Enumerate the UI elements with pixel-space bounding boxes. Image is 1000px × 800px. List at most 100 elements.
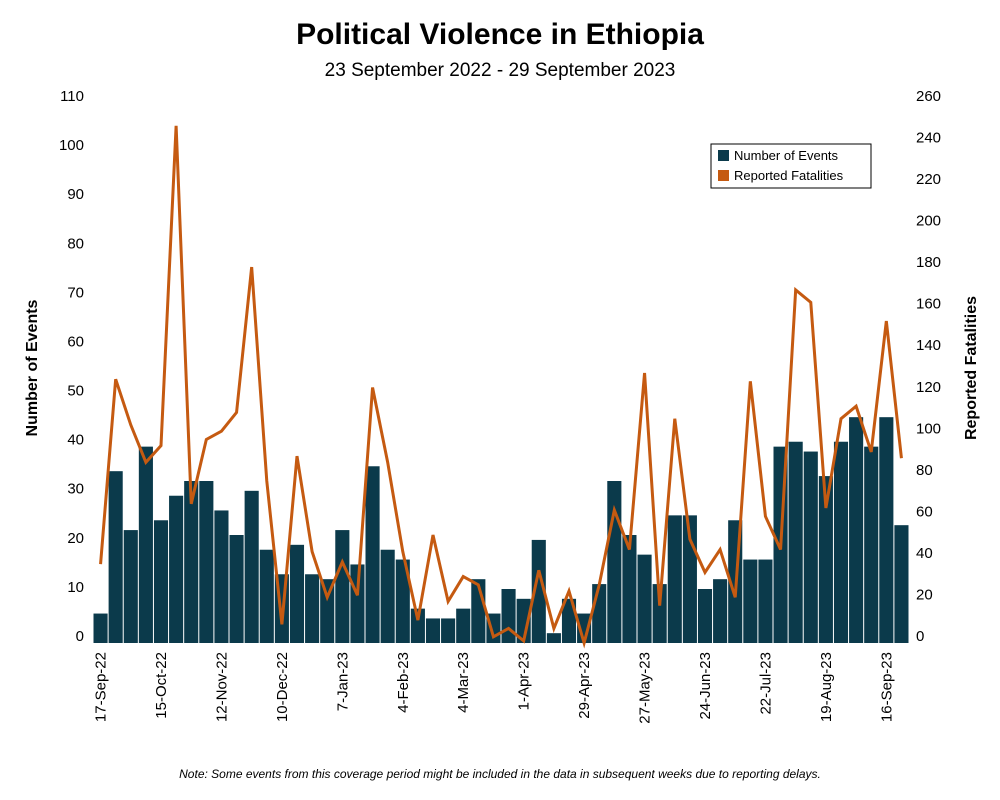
y-tick-label: 100	[59, 137, 84, 154]
events-bar	[184, 481, 199, 643]
events-bar	[622, 535, 637, 643]
y2-tick-label: 160	[916, 296, 941, 313]
x-tick-label: 19-Aug-23	[818, 652, 835, 722]
events-bar	[259, 549, 274, 643]
events-bar	[244, 490, 259, 643]
events-bar	[697, 589, 713, 643]
events-bar	[138, 446, 153, 643]
events-bar	[713, 579, 728, 643]
y-tick-label: 90	[67, 186, 84, 203]
y2-tick-label: 180	[916, 254, 941, 271]
x-tick-label: 15-Oct-22	[153, 652, 170, 719]
bars-group	[93, 417, 909, 643]
events-bar	[818, 476, 833, 643]
legend-swatch-fatalities	[718, 170, 729, 181]
right-axis-ticks: 0 20 40 60 80 100 120 140 160 180 200 220 240 260	[916, 88, 941, 645]
y2-tick-label: 0	[916, 628, 924, 645]
x-tick-label: 24-Jun-23	[697, 652, 714, 720]
y2-tick-label: 140	[916, 337, 941, 354]
events-bar	[153, 520, 169, 643]
events-bar	[833, 441, 849, 643]
events-bar	[894, 525, 909, 643]
legend-swatch-events	[718, 150, 729, 161]
y2-axis-title: Reported Fatalities	[963, 296, 980, 440]
x-tick-label: 16-Sep-23	[878, 652, 895, 722]
events-bar	[501, 589, 516, 643]
chart-title: Political Violence in Ethiopia	[296, 18, 704, 51]
events-bar	[637, 554, 652, 643]
x-tick-label: 1-Apr-23	[516, 652, 533, 710]
events-bar	[335, 530, 350, 643]
events-bar	[803, 451, 818, 643]
x-tick-label: 4-Mar-23	[455, 652, 472, 713]
y2-tick-label: 240	[916, 130, 941, 147]
y-tick-label: 0	[76, 628, 84, 645]
x-tick-label: 29-Apr-23	[576, 652, 593, 719]
y-tick-label: 60	[67, 333, 84, 350]
x-axis-ticks: 17-Sep-22 15-Oct-22 12-Nov-22 10-Dec-22 7-Ja…	[93, 652, 896, 724]
legend-box	[710, 143, 872, 189]
x-tick-label: 12-Nov-22	[213, 652, 230, 722]
y-tick-label: 30	[67, 481, 84, 498]
events-bar	[652, 584, 667, 643]
y-tick-label: 20	[67, 530, 84, 547]
y2-tick-label: 220	[916, 171, 941, 188]
y-tick-label: 10	[67, 579, 84, 596]
events-bar	[607, 481, 622, 643]
legend-label-fatalities: Reported Fatalities	[734, 168, 844, 183]
x-tick-label: 27-May-23	[637, 652, 654, 724]
y2-tick-label: 80	[916, 462, 933, 479]
y2-tick-label: 60	[916, 503, 933, 520]
events-bar	[169, 495, 184, 643]
x-tick-label: 4-Feb-23	[395, 652, 412, 713]
y2-tick-label: 260	[916, 88, 941, 105]
events-bar	[864, 446, 879, 643]
events-bar	[199, 481, 214, 643]
y2-tick-label: 120	[916, 379, 941, 396]
x-tick-label: 22-Jul-23	[757, 652, 774, 715]
left-axis-ticks: 0 10 20 30 40 50 60 70 80 90 100 110	[59, 88, 84, 645]
legend-label-events: Number of Events	[734, 148, 839, 163]
y2-tick-label: 200	[916, 213, 941, 230]
events-bar	[667, 515, 682, 643]
events-bar	[849, 417, 864, 643]
y-tick-label: 70	[67, 284, 84, 301]
y-tick-label: 40	[67, 432, 84, 449]
events-bar	[788, 441, 803, 643]
events-bar	[758, 559, 773, 643]
y-tick-label: 80	[67, 235, 84, 252]
x-tick-label: 7-Jan-23	[334, 652, 351, 711]
footnote: Note: Some events from this coverage per…	[179, 767, 821, 781]
y-tick-label: 50	[67, 383, 84, 400]
y2-tick-label: 100	[916, 420, 941, 437]
events-bar	[123, 530, 138, 643]
events-bar	[380, 549, 395, 643]
events-bar	[743, 559, 758, 643]
events-bar	[229, 535, 244, 643]
events-bar	[305, 574, 320, 643]
events-bar	[456, 608, 471, 643]
events-bar	[320, 579, 335, 643]
y2-tick-label: 40	[916, 545, 933, 562]
x-tick-label: 10-Dec-22	[274, 652, 291, 722]
y2-tick-label: 20	[916, 586, 933, 603]
events-bar	[425, 618, 441, 643]
events-bar	[365, 466, 380, 643]
events-bar	[561, 598, 577, 643]
events-bar	[592, 584, 607, 643]
events-bar	[214, 510, 229, 643]
events-bar	[410, 608, 425, 643]
events-bar	[108, 471, 123, 643]
events-bar	[93, 613, 108, 643]
events-bar	[516, 598, 531, 643]
y-tick-label: 110	[60, 88, 84, 105]
events-bar	[289, 544, 305, 643]
legend: Number of Events Reported Fatalities	[710, 143, 872, 189]
events-bar	[441, 618, 456, 643]
events-bar	[546, 633, 561, 643]
y-axis-title: Number of Events	[24, 299, 41, 436]
events-bar	[879, 417, 894, 643]
events-bar	[395, 559, 410, 643]
fatalities-line	[99, 125, 903, 649]
